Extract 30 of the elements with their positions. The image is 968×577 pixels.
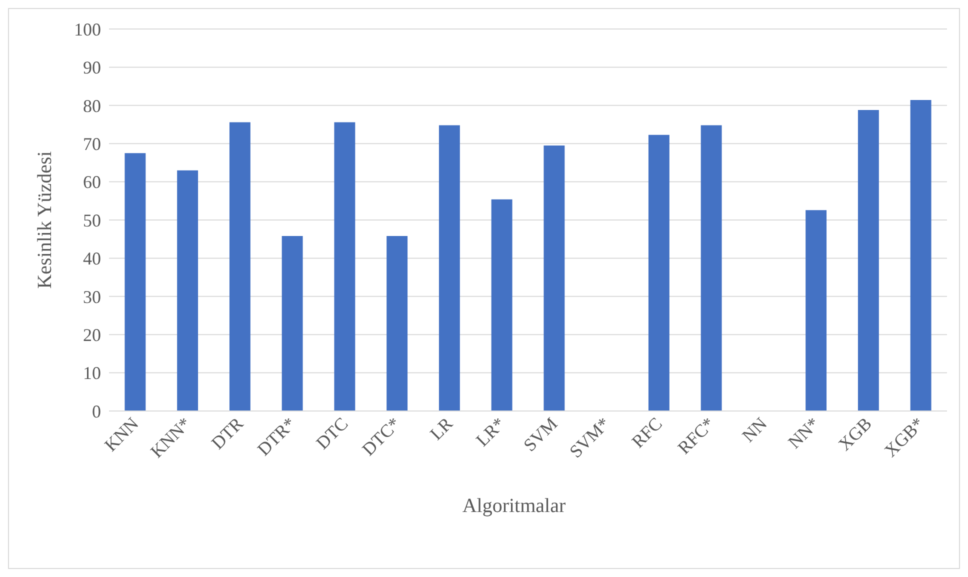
x-tick-label: LR — [426, 413, 457, 444]
y-tick-label: 70 — [83, 134, 101, 154]
bar — [491, 199, 512, 411]
bar — [544, 146, 565, 411]
bar — [910, 100, 932, 411]
y-tick-label: 100 — [74, 19, 101, 40]
y-tick-label: 10 — [83, 363, 101, 384]
y-tick-label: 50 — [83, 210, 101, 230]
bar — [386, 236, 408, 411]
bar — [124, 153, 146, 411]
bar — [229, 122, 250, 411]
y-tick-label: 90 — [83, 58, 101, 78]
bar — [858, 110, 879, 411]
bar — [648, 134, 670, 411]
bar — [806, 210, 827, 411]
bar — [438, 125, 460, 411]
bar — [282, 236, 303, 411]
x-tick-label: LR* — [472, 413, 509, 450]
y-tick-label: 20 — [83, 324, 101, 345]
bar — [177, 170, 198, 411]
bar — [334, 122, 356, 411]
y-tick-label: 40 — [83, 248, 101, 269]
y-tick-label: 80 — [83, 96, 101, 116]
y-tick-label: 60 — [83, 172, 101, 192]
x-tick-label: NN — [738, 413, 771, 446]
bar — [700, 125, 722, 411]
y-axis-title: Kesinlik Yüzdesi — [34, 150, 56, 289]
y-tick-label: 30 — [83, 286, 101, 307]
x-axis-title: Algoritmalar — [461, 495, 567, 518]
y-tick-label: 0 — [92, 401, 101, 422]
